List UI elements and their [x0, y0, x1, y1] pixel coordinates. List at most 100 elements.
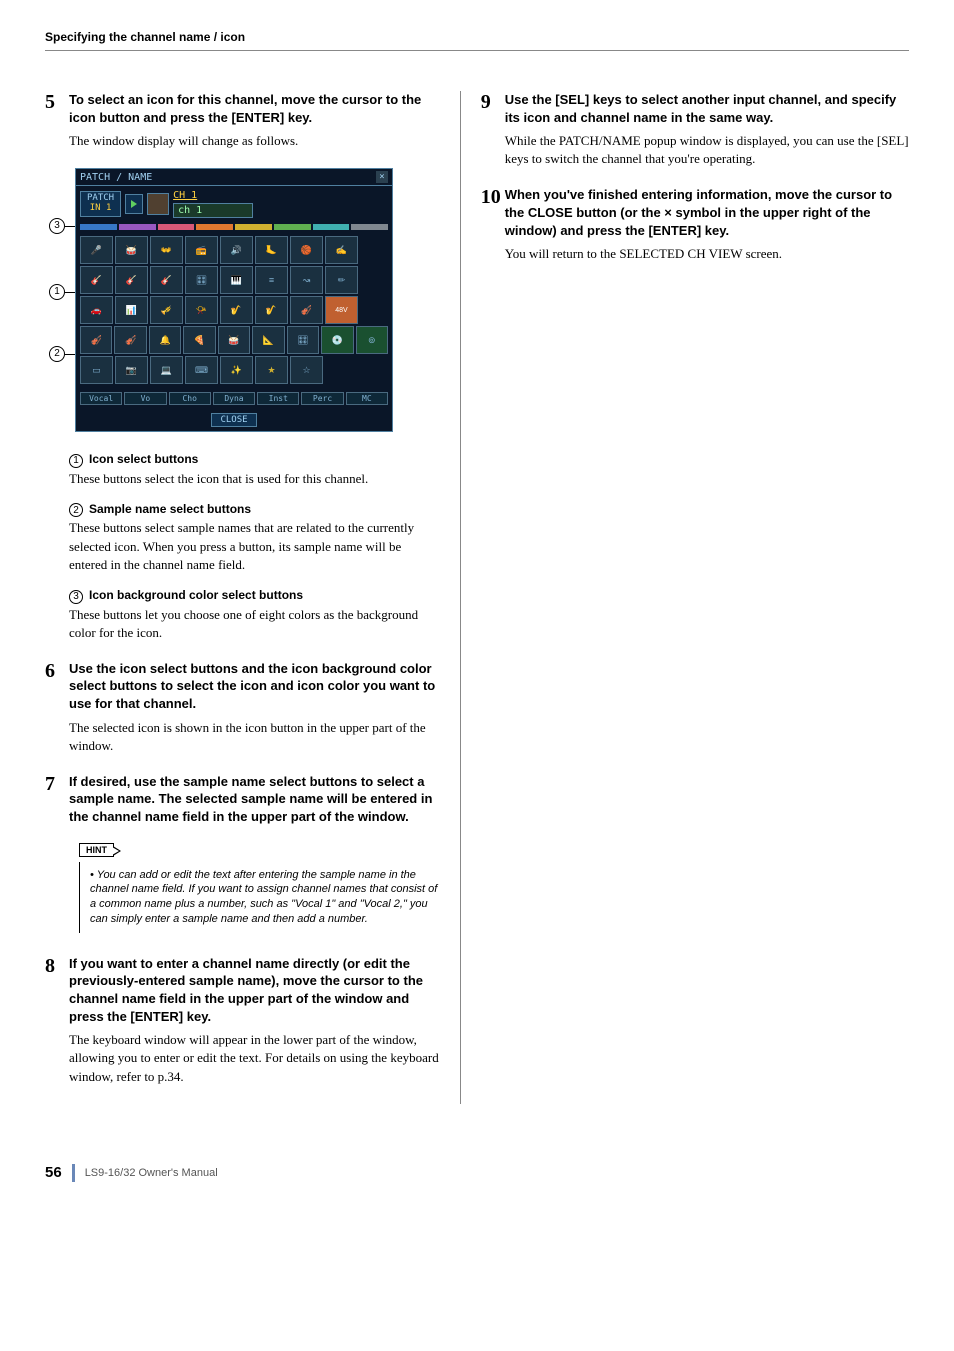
- icon-option[interactable]: ☆: [290, 356, 323, 384]
- icon-option[interactable]: 🎷: [255, 296, 288, 324]
- icon-option[interactable]: 🎻: [80, 326, 112, 354]
- step-heading: Use the icon select buttons and the icon…: [69, 660, 440, 713]
- icon-option[interactable]: ⌨: [185, 356, 218, 384]
- icon-option[interactable]: 💻: [150, 356, 183, 384]
- icon-option[interactable]: 48V: [325, 296, 358, 324]
- icon-option[interactable]: 🔊: [220, 236, 253, 264]
- callout-3: 3: [49, 218, 65, 234]
- step-heading: To select an icon for this channel, move…: [69, 91, 440, 126]
- icon-option[interactable]: ✍: [325, 236, 358, 264]
- page-header: Specifying the channel name / icon: [45, 30, 909, 51]
- icon-option[interactable]: ⊚: [356, 326, 388, 354]
- icon-option[interactable]: 🥁: [115, 236, 148, 264]
- sample-name-button[interactable]: Vo: [124, 392, 166, 405]
- icon-option[interactable]: 🔔: [149, 326, 181, 354]
- step-5: 5 To select an icon for this channel, mo…: [45, 91, 440, 150]
- close-row: CLOSE: [76, 407, 392, 431]
- patch-btn-bot: IN 1: [87, 204, 114, 214]
- step-heading: If desired, use the sample name select b…: [69, 773, 440, 826]
- icon-option[interactable]: 🎷: [220, 296, 253, 324]
- sample-name-button[interactable]: Perc: [301, 392, 343, 405]
- icon-option[interactable]: 📻: [185, 236, 218, 264]
- patch-titlebar: PATCH / NAME ×: [76, 169, 392, 186]
- color-option[interactable]: [196, 224, 233, 230]
- color-option[interactable]: [119, 224, 156, 230]
- step-text: The keyboard window will appear in the l…: [69, 1031, 440, 1086]
- step-number: 5: [45, 91, 69, 126]
- color-option[interactable]: [274, 224, 311, 230]
- play-button[interactable]: [125, 194, 143, 214]
- icon-option[interactable]: ↝: [290, 266, 323, 294]
- step-heading: When you've finished entering informatio…: [505, 186, 909, 239]
- channel-name-field[interactable]: ch 1: [173, 203, 253, 218]
- step-text: The window display will change as follow…: [69, 132, 440, 150]
- icon-option[interactable]: 🦶: [255, 236, 288, 264]
- step-number: 6: [45, 660, 69, 713]
- legend-title: Sample name select buttons: [89, 502, 251, 516]
- icon-option[interactable]: ▭: [80, 356, 113, 384]
- icon-option[interactable]: 🎻: [290, 296, 323, 324]
- sample-name-button[interactable]: Cho: [169, 392, 211, 405]
- step-7: 7 If desired, use the sample name select…: [45, 773, 440, 933]
- step-number: 8: [45, 955, 69, 1025]
- icon-option[interactable]: 📐: [252, 326, 284, 354]
- icon-option[interactable]: 🎻: [114, 326, 146, 354]
- icon-option[interactable]: ✏: [325, 266, 358, 294]
- sample-name-row: Vocal Vo Cho Dyna Inst Perc MC: [76, 390, 392, 407]
- left-column: 5 To select an icon for this channel, mo…: [45, 91, 460, 1104]
- icon-option[interactable]: 🎸: [80, 266, 113, 294]
- icon-option[interactable]: 🏀: [290, 236, 323, 264]
- patch-title: PATCH / NAME: [80, 172, 152, 183]
- sample-name-button[interactable]: Vocal: [80, 392, 122, 405]
- circle-number: 1: [69, 454, 83, 468]
- circle-number: 3: [69, 590, 83, 604]
- callout-2: 2: [49, 346, 65, 362]
- icon-option[interactable]: 🍕: [183, 326, 215, 354]
- step-number: 9: [481, 91, 505, 126]
- icon-option[interactable]: 🎹: [220, 266, 253, 294]
- sample-name-button[interactable]: Dyna: [213, 392, 255, 405]
- icon-option[interactable]: ✨: [220, 356, 253, 384]
- step-heading: If you want to enter a channel name dire…: [69, 955, 440, 1025]
- step-heading: Use the [SEL] keys to select another inp…: [505, 91, 909, 126]
- step-9: 9 Use the [SEL] keys to select another i…: [481, 91, 909, 168]
- icon-option[interactable]: 🎛: [185, 266, 218, 294]
- color-option[interactable]: [313, 224, 350, 230]
- color-option[interactable]: [351, 224, 388, 230]
- color-select-bar: [76, 222, 392, 232]
- channel-label: CH 1: [173, 190, 253, 201]
- header-title: Specifying the channel name / icon: [45, 30, 909, 44]
- icon-option[interactable]: 🎺: [150, 296, 183, 324]
- hint-text: • You can add or edit the text after ent…: [79, 862, 440, 933]
- patch-top-row: PATCH IN 1 CH 1 ch 1: [76, 186, 392, 222]
- icon-option[interactable]: 📊: [115, 296, 148, 324]
- color-option[interactable]: [158, 224, 195, 230]
- legend-text: These buttons select the icon that is us…: [69, 470, 440, 488]
- legend-title: Icon background color select buttons: [89, 588, 303, 602]
- color-option[interactable]: [235, 224, 272, 230]
- close-button[interactable]: CLOSE: [211, 413, 256, 427]
- icon-option[interactable]: 🎛: [287, 326, 319, 354]
- step-text: You will return to the SELECTED CH VIEW …: [505, 245, 909, 263]
- icon-option[interactable]: 👐: [150, 236, 183, 264]
- icon-option[interactable]: 🚗: [80, 296, 113, 324]
- patch-button[interactable]: PATCH IN 1: [80, 191, 121, 217]
- page-number: 56: [45, 1164, 62, 1181]
- legend-text: These buttons let you choose one of eigh…: [69, 606, 440, 642]
- icon-option[interactable]: 💿: [321, 326, 353, 354]
- color-option[interactable]: [80, 224, 117, 230]
- sample-name-button[interactable]: MC: [346, 392, 388, 405]
- icon-option[interactable]: 🎸: [150, 266, 183, 294]
- sample-name-button[interactable]: Inst: [257, 392, 299, 405]
- current-icon-button[interactable]: [147, 193, 169, 215]
- icon-option[interactable]: ≡: [255, 266, 288, 294]
- icon-option[interactable]: ★: [255, 356, 288, 384]
- icon-option[interactable]: 🎸: [115, 266, 148, 294]
- icon-option[interactable]: 🥁: [218, 326, 250, 354]
- legend-text: These buttons select sample names that a…: [69, 519, 440, 574]
- icon-option[interactable]: 📯: [185, 296, 218, 324]
- close-icon[interactable]: ×: [376, 171, 388, 183]
- icon-option[interactable]: 🎤: [80, 236, 113, 264]
- page-footer: 56 LS9-16/32 Owner's Manual: [45, 1164, 909, 1182]
- icon-option[interactable]: 📷: [115, 356, 148, 384]
